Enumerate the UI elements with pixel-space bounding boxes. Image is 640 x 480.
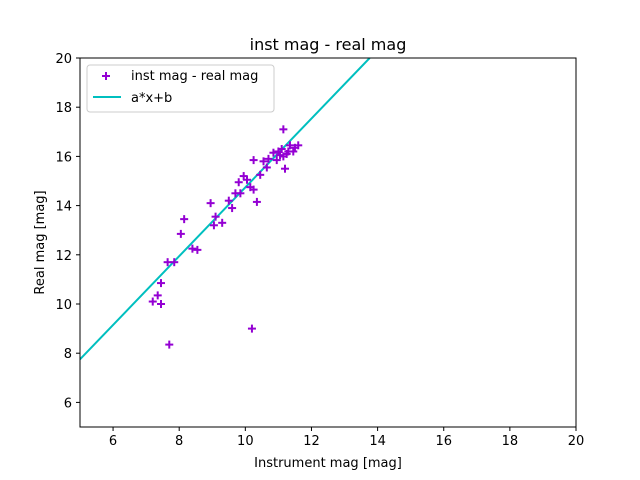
x-tick-label: 8 (175, 434, 183, 449)
data-point (165, 340, 174, 349)
data-point (153, 291, 162, 300)
x-axis: 6 8 10 12 14 16 18 20 (109, 427, 584, 449)
legend-label-line: a*x+b (131, 91, 172, 106)
data-point (170, 258, 179, 267)
y-tick-label: 6 (64, 396, 72, 411)
data-point (262, 163, 271, 172)
y-axis-label: Real mag [mag] (33, 190, 48, 294)
data-point (228, 204, 237, 213)
data-point (272, 156, 281, 165)
data-point (256, 170, 265, 179)
data-point (209, 221, 218, 230)
data-point (249, 156, 258, 165)
fit-line (80, 58, 371, 361)
data-point (211, 212, 220, 221)
legend-marker-scatter (102, 72, 110, 80)
data-point (249, 185, 258, 194)
x-tick-label: 16 (435, 434, 452, 449)
x-tick-label: 10 (237, 434, 254, 449)
legend-plus-marker (102, 72, 110, 80)
data-point (180, 215, 189, 224)
x-tick-label: 20 (568, 434, 585, 449)
data-point (247, 324, 256, 333)
data-point (279, 125, 288, 134)
y-axis: 6 8 10 12 14 16 18 20 (55, 52, 80, 411)
x-tick-label: 6 (109, 434, 117, 449)
data-point (264, 154, 273, 163)
y-tick-label: 8 (64, 347, 72, 362)
data-point (234, 178, 243, 187)
x-tick-label: 12 (303, 434, 320, 449)
data-point (281, 164, 290, 173)
y-tick-label: 12 (55, 249, 72, 264)
data-point (259, 157, 268, 166)
data-point (188, 244, 197, 253)
data-point (252, 197, 261, 206)
data-point (148, 297, 157, 306)
y-tick-label: 18 (55, 101, 72, 116)
data-point (277, 145, 286, 154)
data-point (224, 196, 233, 205)
data-point (236, 189, 245, 198)
data-point (176, 229, 185, 238)
y-tick-label: 10 (55, 298, 72, 313)
x-tick-label: 18 (502, 434, 519, 449)
x-axis-label: Instrument mag [mag] (254, 456, 402, 471)
data-point (206, 199, 215, 208)
data-point (269, 148, 278, 157)
y-tick-label: 14 (55, 200, 72, 215)
chart-title: inst mag - real mag (250, 35, 407, 54)
data-point (157, 300, 166, 308)
x-tick-label: 14 (369, 434, 386, 449)
data-point (193, 245, 202, 254)
data-point (294, 141, 303, 150)
legend-label-scatter: inst mag - real mag (131, 69, 258, 84)
legend-box (86, 64, 275, 113)
legend: inst mag - real mag a*x+b (86, 64, 275, 113)
y-tick-label: 20 (55, 52, 72, 67)
data-point (285, 141, 294, 150)
data-point (242, 175, 251, 184)
data-point (289, 147, 298, 156)
y-tick-label: 16 (55, 150, 72, 165)
data-point (218, 218, 227, 227)
data-point (157, 279, 166, 288)
plot-area (80, 58, 371, 361)
plot-frame (79, 57, 577, 428)
